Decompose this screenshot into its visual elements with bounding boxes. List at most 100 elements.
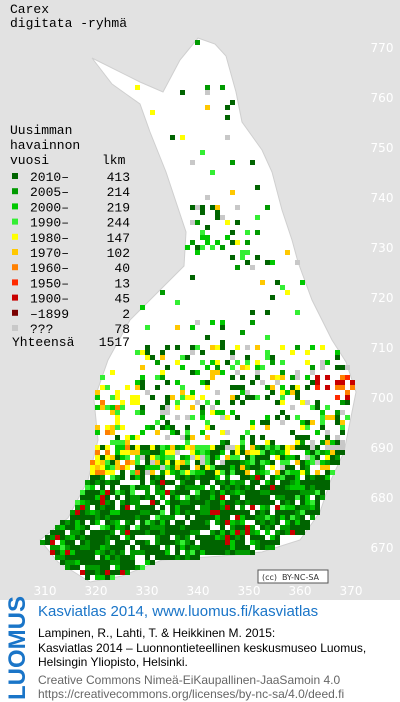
grid-square [60,545,65,550]
grid-square [200,150,205,155]
grid-square [215,495,220,500]
grid-square [115,405,120,410]
grid-square [215,360,220,365]
grid-square [260,455,265,460]
grid-square [140,520,145,525]
grid-square [280,385,285,390]
grid-square [120,510,125,515]
grid-square [230,400,235,405]
grid-square [125,495,130,500]
grid-square [305,400,310,405]
grid-square [80,515,85,520]
grid-square [145,355,150,360]
grid-square [135,515,140,520]
grid-square [155,445,160,450]
grid-square [230,505,235,510]
grid-square [280,420,285,425]
grid-square [130,495,135,500]
grid-square [305,470,310,475]
grid-square [310,455,315,460]
grid-square [165,435,170,440]
grid-square [150,110,155,115]
grid-square [75,560,80,565]
grid-square [335,440,340,445]
grid-square [190,220,195,225]
grid-square [115,390,120,395]
grid-square [265,525,270,530]
grid-square [340,400,345,405]
grid-square [220,545,225,550]
grid-square [340,410,345,415]
grid-square [220,450,225,455]
grid-square [145,520,150,525]
grid-square [180,485,185,490]
grid-square [175,490,180,495]
grid-square [205,510,210,515]
grid-square [120,475,125,480]
grid-square [255,510,260,515]
grid-square [135,450,140,455]
grid-square [290,350,295,355]
grid-square [80,525,85,530]
grid-square [295,260,300,265]
grid-square [160,355,165,360]
grid-square [130,555,135,560]
grid-square [225,485,230,490]
grid-square [180,435,185,440]
grid-square [275,475,280,480]
grid-square [195,445,200,450]
grid-square [190,510,195,515]
grid-square [320,345,325,350]
grid-square [105,455,110,460]
grid-square [95,455,100,460]
grid-square [320,465,325,470]
grid-square [110,510,115,515]
grid-square [40,540,45,545]
grid-square [275,455,280,460]
license-url[interactable]: https://creativecommons.org/licenses/by-… [38,687,344,701]
grid-square [215,370,220,375]
grid-square [85,545,90,550]
grid-square [310,500,315,505]
grid-square [310,450,315,455]
grid-square [235,545,240,550]
grid-square [215,455,220,460]
grid-square [185,480,190,485]
grid-square [245,240,250,245]
grid-square [205,495,210,500]
grid-square [270,445,275,450]
grid-square [230,490,235,495]
grid-square [290,525,295,530]
grid-square [100,495,105,500]
x-coordinate-label: 330 [136,584,159,598]
footer-heading[interactable]: Kasviatlas 2014, www.luomus.fi/kasviatla… [38,603,318,620]
grid-square [320,410,325,415]
grid-square [155,460,160,465]
grid-square [270,360,275,365]
grid-square [145,460,150,465]
grid-square [140,350,145,355]
grid-square [180,520,185,525]
grid-square [230,510,235,515]
grid-square [235,515,240,520]
grid-square [160,465,165,470]
grid-square [290,480,295,485]
grid-square [95,535,100,540]
grid-square [310,515,315,520]
grid-square [125,555,130,560]
grid-square [95,505,100,510]
grid-square [125,535,130,540]
license-badge-text: BY-NC-SA [282,573,320,582]
grid-square [190,505,195,510]
grid-square [210,205,215,210]
grid-square [85,570,90,575]
grid-square [280,410,285,415]
grid-square [130,545,135,550]
grid-square [105,530,110,535]
grid-square [235,240,240,245]
grid-square [140,380,145,385]
grid-square [90,560,95,565]
grid-square [130,565,135,570]
grid-square [245,485,250,490]
grid-square [255,370,260,375]
